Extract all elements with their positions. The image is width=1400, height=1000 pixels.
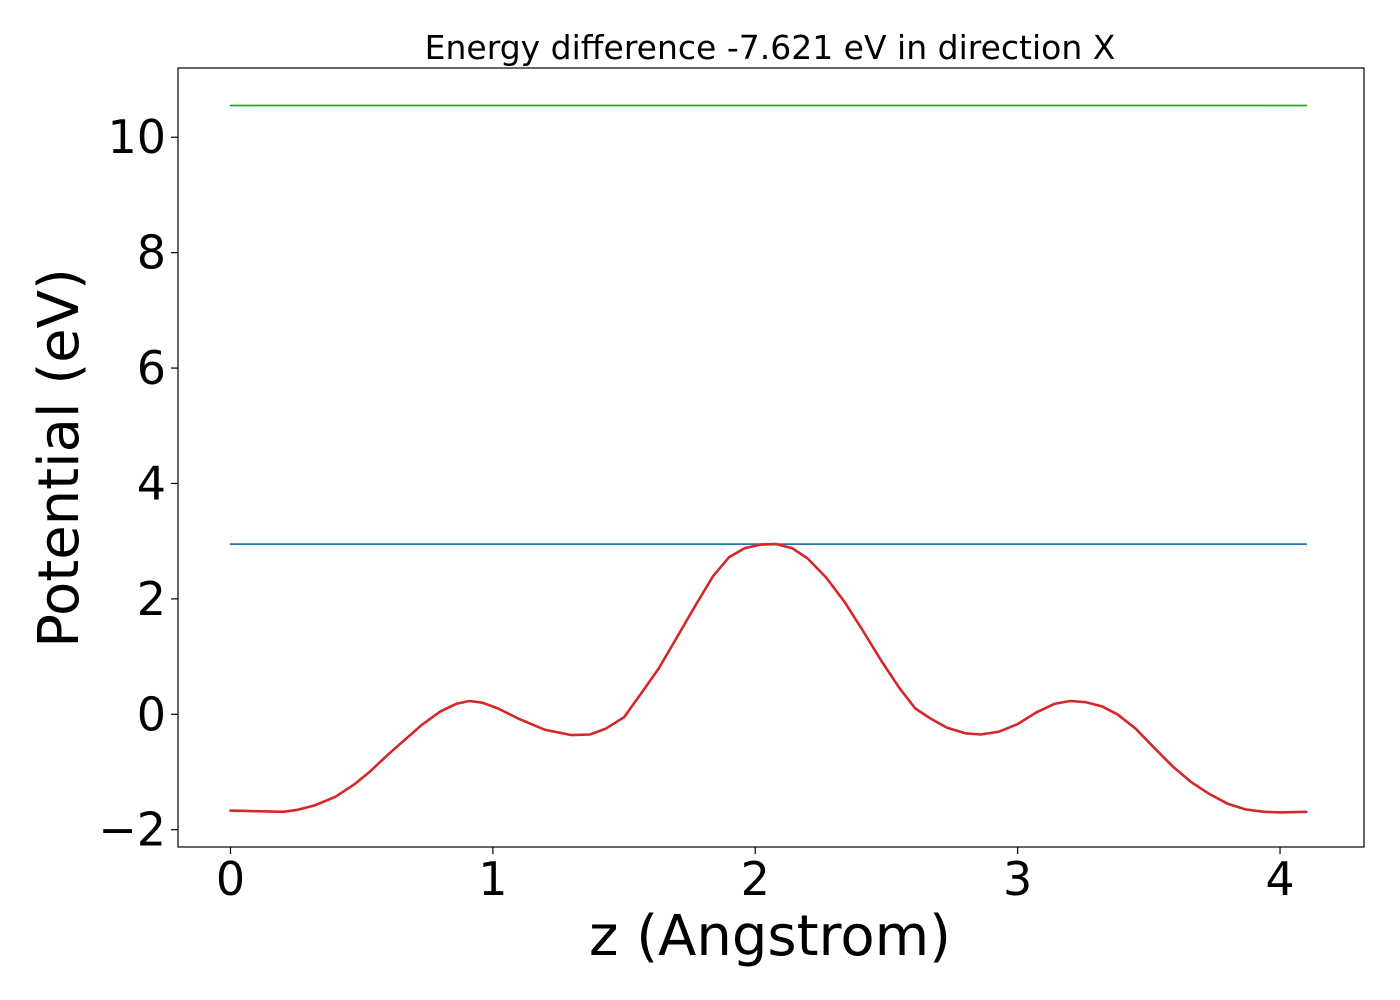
x-axis-ticks: 0 1 2 3 4 <box>216 847 1295 906</box>
x-tick-label: 3 <box>1003 852 1032 906</box>
y-tick-label: 0 <box>137 687 166 741</box>
y-axis-label: Potential (eV) <box>27 268 92 648</box>
x-axis-label: z (Angstrom) <box>589 904 951 969</box>
chart-title: Energy difference -7.621 eV in direction… <box>425 28 1116 67</box>
y-tick-label: 6 <box>137 341 166 395</box>
series-layer <box>229 104 1308 814</box>
x-tick-label: 1 <box>478 852 507 906</box>
y-tick-label: 10 <box>107 110 166 164</box>
y-axis-ticks: −2 0 2 4 6 8 10 <box>98 110 178 857</box>
y-tick-label: −2 <box>98 803 166 857</box>
y-tick-label: 4 <box>137 456 166 510</box>
plot-frame <box>177 67 1365 848</box>
x-tick-label: 2 <box>741 852 770 906</box>
series-line-3 <box>229 542 1308 814</box>
x-tick-label: 4 <box>1265 852 1294 906</box>
y-tick-label: 2 <box>137 572 166 626</box>
y-tick-label: 8 <box>137 226 166 280</box>
x-tick-label: 0 <box>216 852 245 906</box>
